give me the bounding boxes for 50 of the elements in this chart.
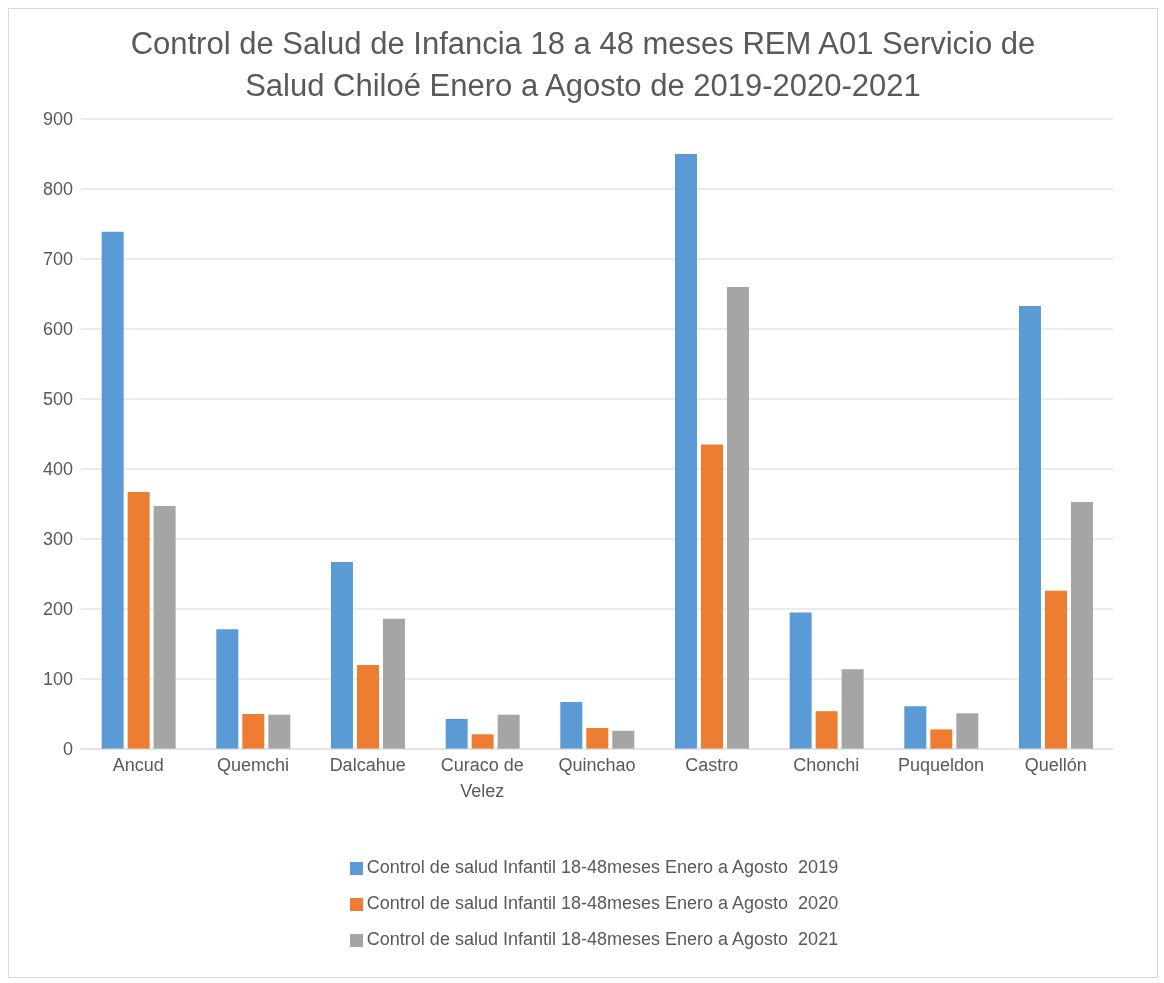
bar [726, 287, 749, 749]
bar [904, 706, 927, 749]
bar [674, 154, 697, 749]
x-tick-label: Castro [685, 755, 739, 775]
legend-label: Control de salud Infantil 18-48meses Enero a Agosto 2019 [366, 857, 839, 877]
x-tick-label: Quemchi [216, 755, 290, 775]
x-tick-label: Dalcahue [329, 755, 406, 775]
legend-label: Control de salud Infantil 18-48meses Enero a Agosto 2021 [366, 929, 839, 949]
bar [956, 713, 979, 749]
bar [242, 714, 265, 749]
bar [497, 714, 520, 749]
bar [153, 506, 176, 749]
bar [445, 718, 468, 749]
bar [356, 665, 379, 749]
bar [560, 702, 583, 749]
y-tick-label: 0 [62, 739, 73, 760]
x-tick-label: Quinchao [558, 755, 636, 775]
bar [789, 612, 812, 749]
y-tick-label: 400 [42, 459, 73, 480]
bar [216, 629, 239, 749]
y-tick-label: 700 [42, 249, 73, 270]
y-tick-label: 500 [42, 389, 73, 410]
y-tick-label: 200 [42, 599, 73, 620]
bar [1070, 501, 1093, 749]
bar [815, 711, 838, 749]
bar [101, 231, 124, 749]
x-tick-label: Quellón [1024, 755, 1087, 775]
bar [268, 714, 291, 749]
chart-title: Control de Salud de Infancia 18 a 48 meses REM A01 Servicio de Salud Chiloé Enero a Agosto de 2019-2020-2021 [129, 25, 1037, 105]
x-tick-label: Puqueldon [897, 755, 985, 775]
bar [330, 562, 353, 749]
y-tick-label: 800 [42, 179, 73, 200]
bar [930, 729, 953, 749]
x-tick-label: Curaco de Velez [440, 755, 524, 801]
bar [382, 618, 405, 749]
y-tick-label: 100 [42, 669, 73, 690]
bar [127, 492, 150, 749]
bar [1018, 305, 1041, 749]
bar [841, 669, 864, 749]
bar [586, 728, 609, 749]
bar [612, 730, 635, 749]
bar [471, 734, 494, 749]
legend-label: Control de salud Infantil 18-48meses Enero a Agosto 2020 [366, 893, 839, 913]
x-tick-label: Ancud [112, 755, 164, 775]
bar [700, 444, 723, 749]
y-tick-label: 600 [42, 319, 73, 340]
bar [1044, 590, 1067, 749]
y-tick-label: 900 [42, 109, 73, 130]
y-tick-label: 300 [42, 529, 73, 550]
x-tick-label: Chonchi [793, 755, 860, 775]
